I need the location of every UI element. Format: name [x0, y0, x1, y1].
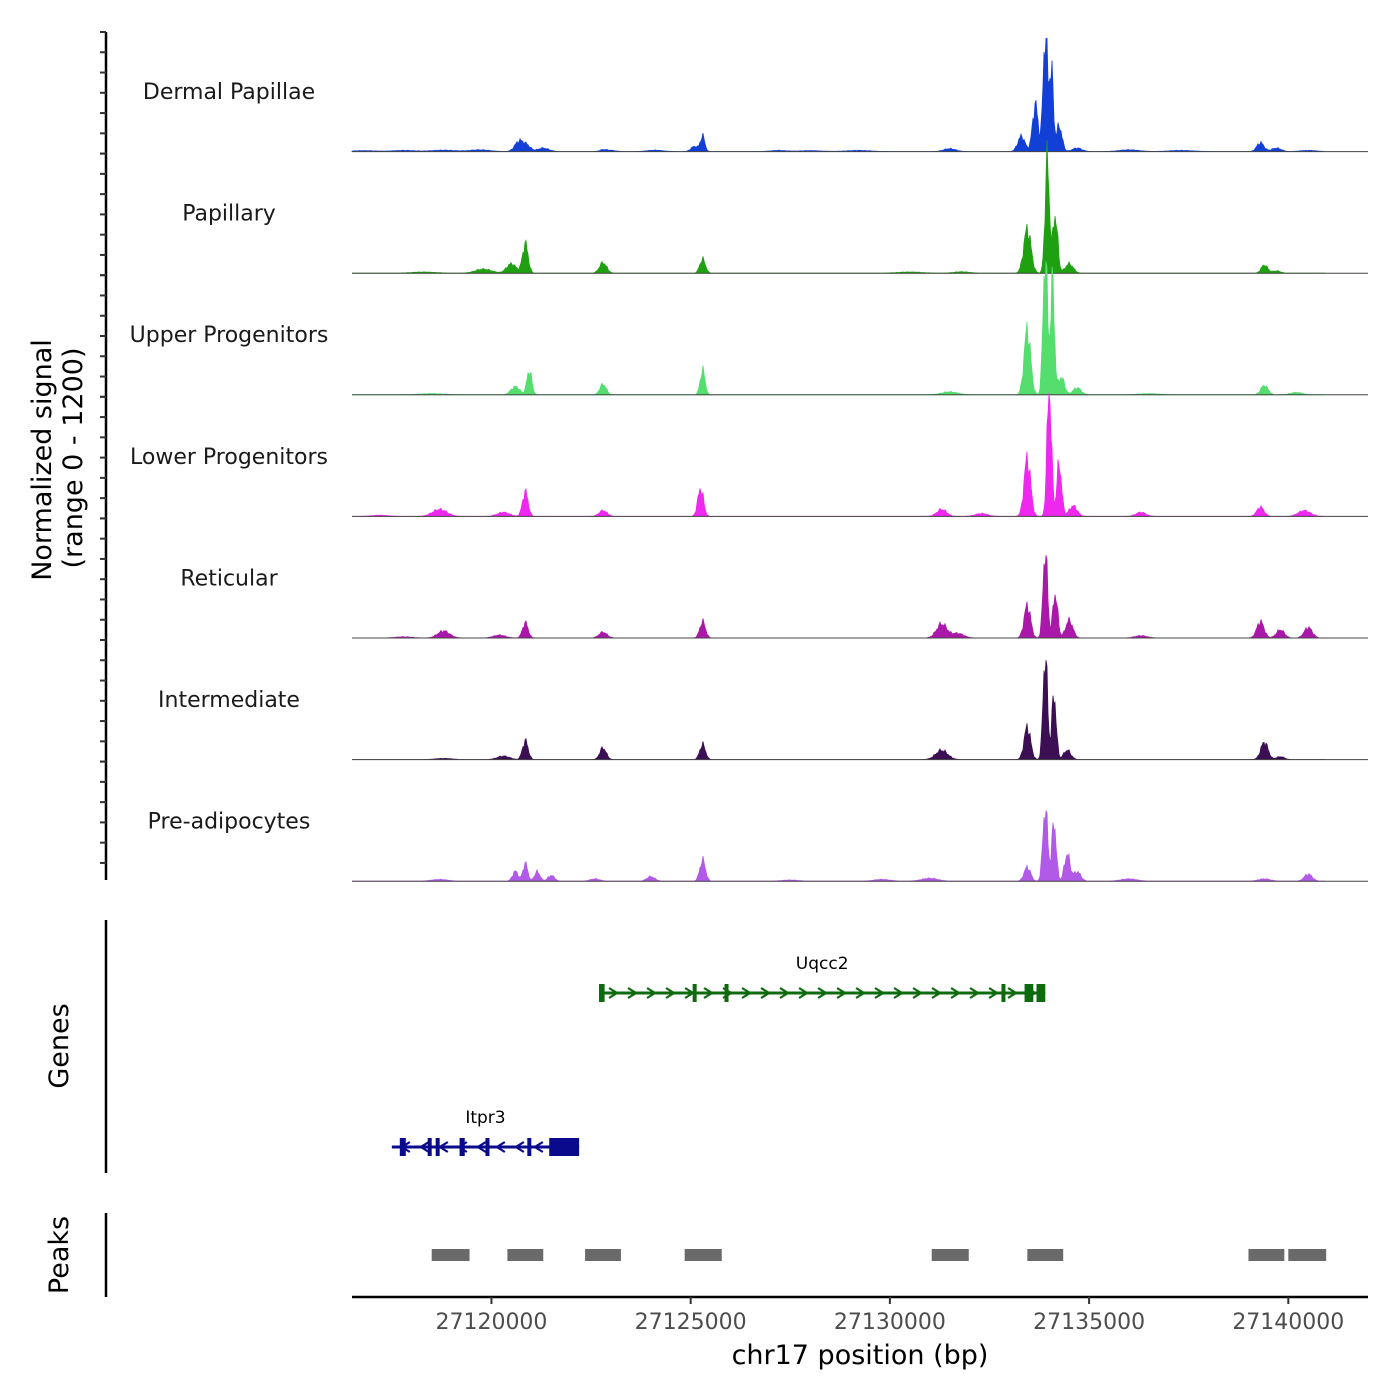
strand-arrow [665, 987, 677, 999]
track-label: Pre-adipocytes [148, 810, 311, 835]
strand-arrow [627, 987, 639, 999]
strand-arrow [912, 987, 924, 999]
exon [427, 1138, 432, 1156]
signal-y-axis [100, 31, 108, 880]
strand-arrow [608, 987, 620, 999]
strand-arrow [798, 987, 810, 999]
x-tick-label: 27130000 [834, 1310, 946, 1335]
genes-panel: Uqcc2 Itpr3 [104, 920, 1046, 1173]
coverage-area [352, 809, 1325, 882]
exon [692, 984, 697, 1002]
strand-arrow [836, 987, 848, 999]
gene-label: Uqcc2 [796, 954, 849, 974]
peak-region [507, 1249, 544, 1261]
exon [1001, 984, 1006, 1002]
track-2: Upper Progenitors [130, 261, 1368, 396]
strand-arrow [931, 987, 943, 999]
strand-arrow [437, 1141, 449, 1153]
coverage-area [352, 555, 1325, 639]
gene-label: Itpr3 [465, 1108, 505, 1128]
strand-arrow [779, 987, 791, 999]
exon [599, 984, 605, 1002]
x-axis-title: chr17 position (bp) [732, 1340, 989, 1371]
strand-arrow [646, 987, 658, 999]
strand-arrow [513, 1141, 525, 1153]
peak-region [431, 1249, 470, 1261]
peaks-panel [104, 1213, 1327, 1297]
exon [549, 1138, 580, 1156]
signal-tracks: Dermal Papillae Papillary Upper Progenitor… [130, 37, 1368, 882]
peak-region [1248, 1249, 1285, 1261]
track-label: Reticular [180, 566, 278, 591]
peak-region [684, 1249, 722, 1261]
exon [435, 1138, 440, 1156]
strand-arrow [988, 987, 1000, 999]
exon [527, 1138, 532, 1156]
peak-region [1027, 1249, 1064, 1261]
strand-arrow [532, 1141, 544, 1153]
coverage-area [352, 393, 1325, 517]
x-tick-label: 27135000 [1033, 1310, 1145, 1335]
strand-arrow [418, 1141, 430, 1153]
coverage-area [352, 140, 1325, 274]
track-5: Intermediate [158, 660, 1368, 761]
coverage-area [352, 660, 1325, 760]
track-label: Upper Progenitors [130, 323, 329, 348]
track-label: Papillary [182, 202, 276, 227]
exon [485, 1138, 490, 1156]
track-3: Lower Progenitors [130, 393, 1368, 517]
peaks-axis-title: Peaks [44, 1216, 75, 1294]
x-tick-label: 27125000 [635, 1310, 747, 1335]
strand-arrow [855, 987, 867, 999]
strand-arrow [969, 987, 981, 999]
strand-arrow [760, 987, 772, 999]
peak-region [931, 1249, 969, 1261]
y-axis-title-line1: Normalized signal [27, 339, 58, 581]
track-6: Pre-adipocytes [148, 810, 1368, 882]
track-4: Reticular [180, 555, 1368, 639]
exon [459, 1138, 465, 1156]
peak-region [585, 1249, 621, 1261]
x-axis: 27120000 27125000 27130000 27135000 27140000 [352, 1295, 1368, 1335]
x-tick-label: 27120000 [435, 1310, 547, 1335]
exon [1036, 984, 1046, 1002]
peak-region [1288, 1249, 1327, 1261]
track-label: Dermal Papillae [143, 80, 315, 105]
track-label: Lower Progenitors [130, 445, 328, 470]
coverage-area [351, 37, 1326, 152]
gene-Itpr3: Itpr3 [391, 1108, 580, 1156]
strand-arrow [874, 987, 886, 999]
gene-Uqcc2: Uqcc2 [599, 954, 1046, 1002]
strand-arrow [703, 987, 715, 999]
track-1: Papillary [182, 140, 1368, 274]
exon [724, 984, 729, 1002]
track-0: Dermal Papillae [143, 37, 1368, 153]
strand-arrow [475, 1141, 487, 1153]
x-tick-label: 27140000 [1232, 1310, 1344, 1335]
strand-arrow [893, 987, 905, 999]
strand-arrow [741, 987, 753, 999]
strand-arrow [817, 987, 829, 999]
y-axis-title-line2: (range 0 - 1200) [58, 348, 89, 569]
strand-arrow [1007, 987, 1019, 999]
strand-arrow [494, 1141, 506, 1153]
genes-axis-title: Genes [44, 1003, 75, 1088]
exon [1024, 984, 1034, 1002]
coverage-area [352, 261, 1325, 396]
track-label: Intermediate [158, 688, 300, 713]
exon [399, 1138, 406, 1156]
strand-arrow [950, 987, 962, 999]
